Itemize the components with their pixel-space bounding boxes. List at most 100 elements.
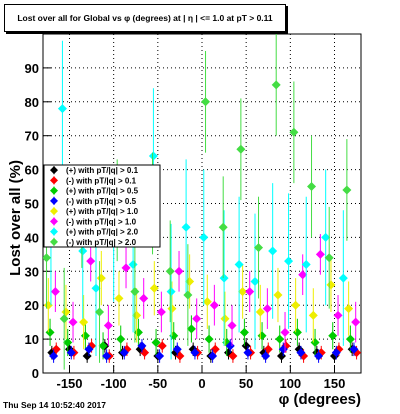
y-tick-label: 50 (25, 197, 39, 212)
data-point (155, 351, 165, 361)
data-point (342, 185, 352, 195)
data-point (43, 253, 52, 263)
data-point (151, 337, 161, 347)
data-point (238, 287, 248, 297)
axis-ticks: -150 -100 -50 0 50 100 150 0 10 20 30 40 50 60 70 80 90 (25, 61, 346, 391)
data-point (156, 307, 166, 317)
data-point (78, 246, 88, 256)
data-point (234, 260, 244, 270)
chart-title: Lost over all for Global vs φ (degrees) … (4, 4, 286, 32)
data-point (219, 273, 229, 283)
data-point (271, 80, 281, 90)
data-point (139, 293, 149, 303)
data-point (289, 127, 299, 137)
data-point (307, 182, 317, 192)
data-point (245, 287, 255, 297)
data-point (59, 314, 69, 324)
y-tick-label: 90 (25, 61, 39, 76)
data-point (86, 256, 96, 266)
series-2 (45, 315, 355, 360)
x-axis-title: φ (degrees) (279, 391, 361, 408)
data-point (190, 348, 200, 358)
data-point (63, 337, 73, 347)
data-point (228, 351, 238, 361)
data-point (218, 222, 228, 232)
x-tick-label: -150 (56, 376, 82, 391)
data-point (308, 310, 318, 320)
data-point (103, 321, 113, 331)
data-point (291, 300, 301, 310)
data-point (49, 351, 59, 361)
data-point (50, 287, 60, 297)
legend-label: (-) with pT/|q| > 0.5 (66, 197, 137, 206)
legend-marker (50, 196, 58, 205)
data-point (204, 334, 214, 344)
data-point (254, 243, 264, 253)
legend-label: (-) with pT/|q| > 0.1 (66, 176, 137, 185)
data-point (95, 307, 105, 317)
data-point (192, 314, 202, 324)
legend-marker (50, 227, 58, 236)
legend-label: (+) with pT/|q| > 1.0 (66, 207, 139, 216)
data-point (261, 351, 271, 361)
data-layer (43, 34, 361, 370)
data-point (275, 334, 285, 344)
data-point (345, 334, 355, 344)
data-point (209, 300, 219, 310)
legend-marker (50, 237, 58, 246)
x-tick-label: 150 (324, 376, 346, 391)
data-point (352, 348, 361, 358)
legend: (+) with pT/|q| > 0.1(-) with pT/|q| > 0… (43, 164, 161, 248)
legend-marker (50, 186, 58, 195)
y-tick-label: 10 (25, 332, 39, 347)
data-point (172, 344, 182, 354)
data-point (298, 270, 308, 280)
data-point (116, 334, 126, 344)
x-tick-label: 100 (279, 376, 301, 391)
data-point (98, 341, 108, 351)
data-point (273, 290, 283, 300)
data-point (220, 314, 230, 324)
y-tick-label: 20 (25, 298, 39, 313)
data-point (338, 273, 348, 283)
data-point (201, 97, 211, 107)
data-point (174, 266, 184, 276)
data-point (165, 266, 175, 276)
data-point (296, 348, 306, 358)
y-tick-label: 60 (25, 163, 39, 178)
data-point (236, 144, 246, 154)
data-point (208, 351, 218, 361)
data-point (262, 304, 272, 314)
data-point (157, 341, 167, 351)
data-point (183, 290, 193, 300)
data-point (239, 327, 249, 337)
y-axis-title: Lost over all (%) (7, 160, 24, 276)
legend-label: (+) with pT/|q| > 2.0 (66, 228, 139, 237)
data-point (102, 351, 112, 361)
data-point (255, 307, 265, 317)
x-tick-label: 0 (198, 376, 205, 391)
data-point (314, 351, 324, 361)
legend-marker (50, 217, 58, 226)
legend-marker (50, 176, 58, 185)
data-point (84, 344, 94, 354)
legend-label: (-) with pT/|q| > 1.0 (66, 217, 137, 226)
data-point (202, 297, 212, 307)
data-point (331, 348, 341, 358)
data-point (301, 260, 311, 270)
data-point (268, 246, 278, 256)
y-tick-label: 40 (25, 230, 39, 245)
data-point (121, 263, 131, 273)
data-point (333, 310, 343, 320)
series-5 (50, 234, 361, 353)
data-point (137, 341, 147, 351)
legend-marker (50, 207, 58, 216)
legend-box (43, 164, 161, 248)
data-point (315, 249, 325, 259)
legend-label: (+) with pT/|q| > 0.1 (66, 166, 139, 175)
x-tick-label: -100 (101, 376, 127, 391)
data-point (243, 348, 253, 358)
data-point (68, 317, 78, 327)
data-point (351, 317, 361, 327)
